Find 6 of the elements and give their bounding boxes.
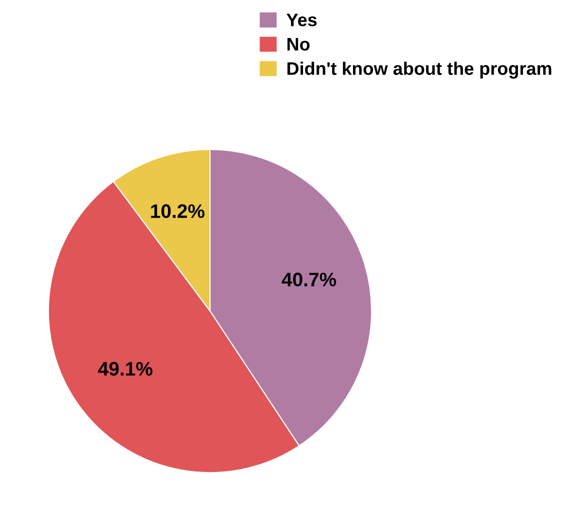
legend-label: No xyxy=(287,38,310,51)
data-label: 49.1% xyxy=(98,362,152,376)
data-label: 40.7% xyxy=(282,272,336,286)
data-label: 10.2% xyxy=(151,204,204,218)
legend-label: Didn't know about the program xyxy=(287,62,552,79)
legend-label: Yes xyxy=(286,14,317,26)
